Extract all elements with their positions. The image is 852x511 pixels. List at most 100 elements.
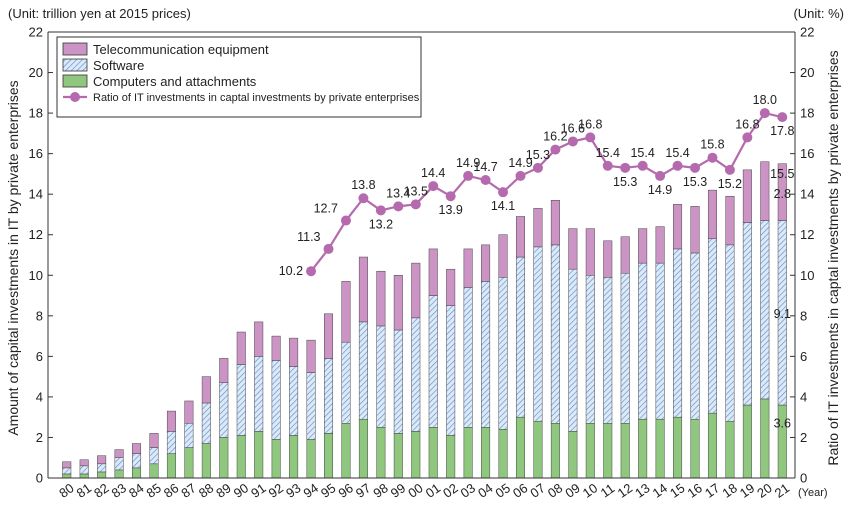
left-tick-label: 18 [29,106,43,121]
x-axis-ticks: 8081828384858687888990919293949596979899… [56,480,792,501]
x-tick-label-01: 01 [423,480,443,501]
left-axis-ticks: 0 2 4 6 8 10 12 14 16 18 20 22 [29,25,53,486]
ratio-label-13: 15.4 [630,146,654,160]
bar-computers-81 [79,473,89,479]
right-tick-label: 0 [800,471,807,486]
bar-computers-87 [184,447,194,479]
ratio-label-12: 15.3 [613,175,637,189]
left-tick-label: 8 [36,308,43,323]
x-tick-label-21: 21 [772,480,792,501]
ratio-marker-17 [707,152,718,163]
x-tick-label-96: 96 [335,480,355,501]
ratio-marker-21 [777,112,788,123]
left-unit-label: (Unit: trillion yen at 2015 prices) [8,6,191,21]
bar-telecom-85 [149,433,159,448]
x-tick-label-82: 82 [91,480,111,501]
bar-telecom-94 [306,339,316,373]
ratio-marker-10 [585,132,596,143]
bar-telecom-89 [219,358,229,383]
bar-computers-96 [341,423,351,479]
left-tick-label: 14 [29,187,43,202]
bar-computers-09 [568,431,578,479]
x-tick-label-99: 99 [388,480,408,501]
bar-series [62,161,787,479]
left-tick-label: 12 [29,227,43,242]
bar-computers-83 [114,469,124,479]
x-tick-label-12: 12 [615,480,635,501]
bar-software-92 [271,360,281,440]
bar-telecom-98 [376,270,386,327]
ratio-line-series: 10.2 11.3 12.7 13.8 13.2 13.413.5 14.4 13.9 14.9… [279,93,795,278]
bar-computers-19 [742,404,752,479]
bar-software-07 [533,246,543,422]
bar-computers-88 [201,443,211,479]
legend-swatch-telecom [62,42,88,56]
bar-software-83 [114,457,124,471]
bar-software-17 [707,238,717,414]
bar-computers-89 [219,437,229,479]
bar-telecom-99 [393,275,403,331]
x-tick-label-08: 08 [545,480,565,501]
x-tick-label-80: 80 [56,480,76,501]
legend-label-ratio: Ratio of IT investments in captal invest… [93,92,420,104]
ratio-label-06: 14.9 [508,156,532,170]
ratio-label-99: 13.4 [386,186,410,200]
bar-computers-85 [149,463,159,479]
bar-software-08 [550,244,560,424]
bar-computers-86 [166,453,176,479]
x-tick-label-16: 16 [684,480,704,501]
bar-software-14 [655,262,665,420]
x-tick-label-15: 15 [667,480,687,501]
bar-software-19 [742,222,752,406]
left-tick-label: 0 [36,471,43,486]
bar-software-13 [638,262,648,420]
bar-telecom-02 [446,268,456,306]
left-tick-label: 20 [29,65,43,80]
ratio-marker-96 [340,215,351,226]
bar-computers-08 [550,423,560,479]
right-tick-label: 6 [800,349,807,364]
x-tick-label-95: 95 [318,480,338,501]
ratio-label-20: 18.0 [753,93,777,107]
legend: Telecommunication equipment Software Com… [56,36,422,118]
ratio-marker-05 [498,187,509,198]
bar-computers-07 [533,420,543,479]
bar-computers-17 [707,412,717,479]
bar-telecom-97 [358,256,368,323]
bar-computers-00 [411,431,421,479]
x-tick-label-92: 92 [266,480,286,501]
x-tick-label-11: 11 [598,481,618,501]
x-tick-label-81: 81 [74,480,94,501]
legend-swatch-software [62,58,88,72]
x-tick-label-06: 06 [510,480,530,501]
bar-software-97 [358,321,368,420]
bar-telecom-20 [760,161,770,221]
bar-computers-15 [673,416,683,479]
right-tick-label: 16 [800,146,814,161]
x-tick-label-83: 83 [109,480,129,501]
bar-computers-03 [463,427,473,479]
legend-swatch-computers [62,74,88,88]
bar-computers-16 [690,418,700,479]
bar-telecom-07 [533,208,543,248]
x-tick-label-05: 05 [493,480,513,501]
right-axis-title: Ratio of IT investments in captal invest… [825,50,841,465]
bar-telecom-82 [97,455,107,465]
ratio-marker-00 [410,199,421,210]
right-tick-label: 4 [800,389,807,404]
bar-telecom-10 [585,228,595,276]
x-tick-label-93: 93 [283,480,303,501]
bar-computers-80 [62,473,72,479]
bar-computers-01 [428,427,438,479]
bar-telecom-96 [341,281,351,343]
bar-telecom-03 [463,248,473,288]
bar-software-09 [568,268,578,432]
left-tick-label: 22 [29,25,43,40]
x-tick-label-17: 17 [702,480,722,501]
x-tick-label-89: 89 [213,480,233,501]
x-tick-label-97: 97 [353,480,373,501]
bar-software-18 [725,244,735,422]
bar-software-12 [620,272,630,424]
bar-software-06 [515,256,525,418]
ratio-label-98: 13.2 [369,217,393,231]
